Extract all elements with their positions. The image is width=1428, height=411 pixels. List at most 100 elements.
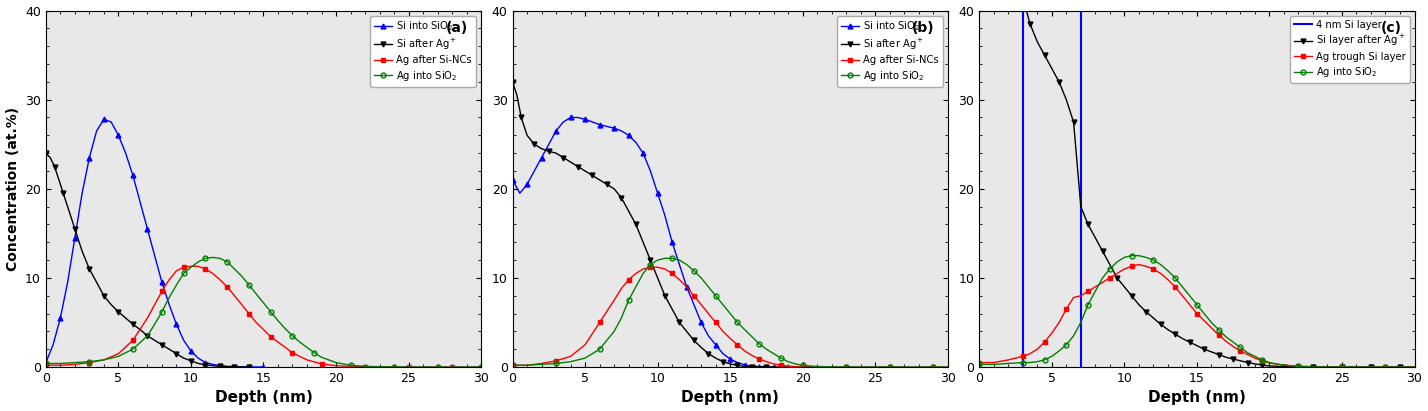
Si into SiO$_2$: [758, 365, 775, 369]
Ag into SiO$_2$: [1152, 262, 1170, 267]
X-axis label: Depth (nm): Depth (nm): [1148, 390, 1245, 405]
Ag into SiO$_2$: [563, 359, 580, 364]
Ag into SiO$_2$: [533, 362, 550, 367]
Si layer after Ag$^+$: [1319, 365, 1337, 369]
Si after Ag$^+$: [721, 361, 738, 366]
Si after Ag$^+$: [563, 159, 580, 164]
Si layer after Ag$^+$: [1138, 309, 1155, 314]
Ag trough Si layer: [1080, 289, 1097, 294]
Line: Ag trough Si layer: Ag trough Si layer: [977, 262, 1417, 369]
Si after Ag$^+$: [641, 258, 658, 263]
Si into SiO$_2$: [714, 351, 731, 356]
Ag after Si-NCs: [853, 365, 870, 369]
Ag into SiO$_2$: [1087, 289, 1104, 294]
Si into SiO$_2$: [204, 362, 221, 367]
Si into SiO$_2$: [169, 322, 186, 327]
Ag trough Si layer: [1044, 331, 1061, 336]
Si after Ag$^+$: [547, 151, 564, 156]
Ag into SiO$_2$: [247, 291, 264, 296]
Ag trough Si layer: [1348, 365, 1365, 369]
Ag after Si-NCs: [183, 264, 200, 269]
Si after Ag$^+$: [103, 302, 120, 307]
Ag after Si-NCs: [81, 360, 99, 365]
Ag into SiO$_2$: [1377, 365, 1394, 369]
Ag after Si-NCs: [634, 266, 651, 271]
Ag into SiO$_2$: [160, 295, 177, 300]
Si after Ag$^+$: [131, 327, 149, 332]
Ag into SiO$_2$: [1334, 365, 1351, 369]
Ag trough Si layer: [1391, 365, 1408, 369]
Ag into SiO$_2$: [204, 255, 221, 260]
Ag into SiO$_2$: [1021, 360, 1038, 365]
Ag into SiO$_2$: [765, 351, 783, 356]
Si into SiO$_2$: [124, 173, 141, 178]
Ag into SiO$_2$: [925, 365, 942, 369]
Ag after Si-NCs: [940, 365, 957, 369]
Ag into SiO$_2$: [81, 359, 99, 364]
Ag into SiO$_2$: [1080, 302, 1097, 307]
Si into SiO$_2$: [627, 140, 644, 145]
Ag after Si-NCs: [504, 363, 521, 368]
Line: Ag into SiO$_2$: Ag into SiO$_2$: [510, 256, 950, 369]
Ag after Si-NCs: [867, 365, 884, 369]
Ag into SiO$_2$: [971, 362, 988, 367]
Ag trough Si layer: [1377, 365, 1394, 369]
Ag trough Si layer: [1058, 307, 1075, 312]
Si layer after Ag$^+$: [1188, 343, 1205, 348]
Line: Si after Ag$^+$: Si after Ag$^+$: [510, 79, 791, 369]
Ag into SiO$_2$: [721, 311, 738, 316]
Si into SiO$_2$: [707, 342, 724, 347]
Ag into SiO$_2$: [371, 364, 388, 369]
Ag after Si-NCs: [270, 339, 287, 344]
Si into SiO$_2$: [570, 115, 587, 120]
Ag trough Si layer: [1202, 326, 1220, 330]
Ag into SiO$_2$: [1289, 364, 1307, 369]
Si into SiO$_2$: [81, 155, 99, 160]
Si after Ag$^+$: [204, 363, 221, 368]
Ag after Si-NCs: [211, 277, 228, 282]
Ag after Si-NCs: [685, 293, 703, 298]
Ag into SiO$_2$: [96, 358, 113, 363]
Ag into SiO$_2$: [1122, 253, 1140, 258]
Ag after Si-NCs: [728, 342, 745, 347]
Ag into SiO$_2$: [1304, 364, 1321, 369]
Ag after Si-NCs: [139, 316, 156, 321]
Ag into SiO$_2$: [547, 361, 564, 366]
Si after Ag$^+$: [197, 363, 214, 367]
Ag into SiO$_2$: [1138, 255, 1155, 260]
Ag into SiO$_2$: [226, 266, 243, 271]
Ag into SiO$_2$: [685, 268, 703, 273]
Ag after Si-NCs: [613, 286, 630, 291]
Ag into SiO$_2$: [341, 363, 358, 368]
Ag into SiO$_2$: [504, 363, 521, 368]
Ag into SiO$_2$: [139, 333, 156, 338]
Si after Ag$^+$: [46, 164, 63, 169]
Ag trough Si layer: [1195, 318, 1212, 323]
Ag after Si-NCs: [563, 354, 580, 359]
Ag into SiO$_2$: [613, 316, 630, 321]
Si after Ag$^+$: [59, 204, 76, 209]
Ag into SiO$_2$: [190, 259, 207, 264]
Ag after Si-NCs: [233, 302, 250, 307]
Ag into SiO$_2$: [1072, 320, 1090, 325]
Ag into SiO$_2$: [838, 365, 855, 369]
Si into SiO$_2$: [511, 191, 528, 196]
Si after Ag$^+$: [66, 226, 83, 231]
Ag trough Si layer: [1407, 365, 1424, 369]
Si after Ag$^+$: [218, 364, 236, 369]
Ag trough Si layer: [1152, 271, 1170, 276]
Ag after Si-NCs: [428, 365, 446, 369]
Ag into SiO$_2$: [707, 293, 724, 298]
Si into SiO$_2$: [44, 342, 61, 347]
Legend: 4 nm Si layer, Si layer after Ag$^+$, Ag trough Si layer, Ag into SiO$_2$: 4 nm Si layer, Si layer after Ag$^+$, Ag…: [1289, 16, 1409, 83]
Si after Ag$^+$: [765, 365, 783, 369]
Ag after Si-NCs: [838, 365, 855, 369]
Si after Ag$^+$: [700, 351, 717, 356]
Si after Ag$^+$: [240, 365, 257, 369]
Si after Ag$^+$: [751, 365, 768, 369]
Line: Ag into SiO$_2$: Ag into SiO$_2$: [977, 253, 1417, 369]
Ag after Si-NCs: [721, 336, 738, 341]
Si after Ag$^+$: [169, 351, 186, 356]
Si after Ag$^+$: [714, 359, 731, 364]
Ag into SiO$_2$: [1131, 253, 1148, 258]
